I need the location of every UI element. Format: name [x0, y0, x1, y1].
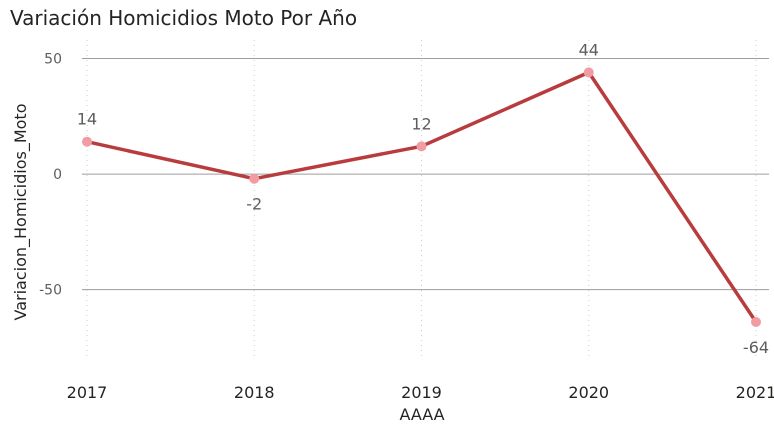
y-tick-label: 0 [53, 167, 62, 183]
data-point [751, 317, 761, 328]
series-line [85, 70, 758, 324]
data-label: 14 [77, 110, 97, 129]
x-tick-label: 2021 [736, 383, 774, 402]
data-label: 44 [579, 40, 599, 59]
y-axis-ticks: 50 0 -50 [39, 51, 62, 298]
x-axis-ticks: 2017 2018 2019 2020 2021 [67, 383, 774, 402]
data-label: -64 [743, 338, 769, 357]
y-tick-label: -50 [39, 283, 62, 299]
x-tick-label: 2018 [234, 383, 275, 402]
grid [82, 40, 769, 359]
data-point [416, 141, 427, 152]
x-tick-label: 2019 [401, 383, 442, 402]
data-label: 12 [411, 114, 431, 133]
y-axis-label: Variacion_Homicidios_Moto [11, 104, 31, 321]
y-tick-label: 50 [44, 51, 62, 67]
data-point [249, 173, 260, 184]
chart-title: Variación Homicidios Moto Por Año [10, 6, 357, 30]
data-point [583, 67, 594, 78]
x-tick-label: 2020 [568, 383, 609, 402]
x-axis-label: AAAA [399, 405, 444, 424]
data-label: -2 [246, 195, 262, 214]
data-points [82, 67, 761, 328]
data-labels: 14 -2 12 44 -64 [77, 40, 769, 357]
x-tick-label: 2017 [67, 383, 108, 402]
data-point [82, 136, 92, 147]
